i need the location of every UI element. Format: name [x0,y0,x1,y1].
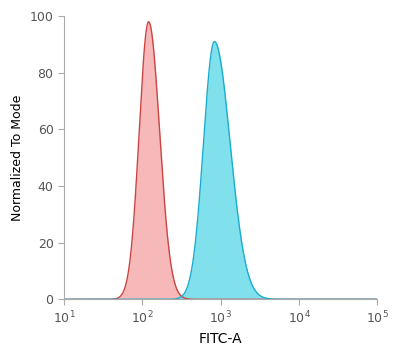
Y-axis label: Normalized To Mode: Normalized To Mode [11,95,24,221]
X-axis label: FITC-A: FITC-A [199,332,242,346]
